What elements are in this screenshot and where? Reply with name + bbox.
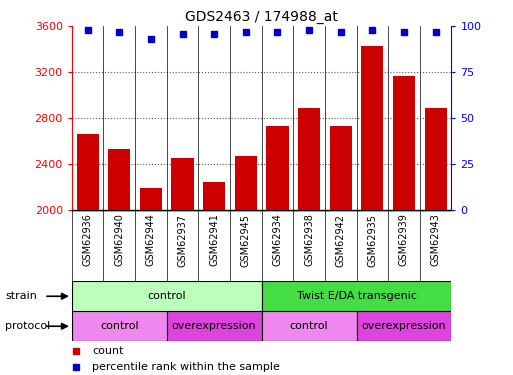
Text: strain: strain [5,291,37,301]
Bar [72,281,262,311]
Bar [167,311,262,341]
Text: percentile rank within the sample: percentile rank within the sample [92,362,280,372]
Bar [235,156,257,210]
Bar [266,126,288,210]
Bar [361,46,383,210]
Text: count: count [92,346,124,356]
Bar [425,108,447,210]
Text: control: control [100,321,139,331]
Bar [108,149,130,210]
Text: control: control [147,291,186,301]
Text: overexpression: overexpression [172,321,256,331]
Bar [298,108,320,210]
Title: GDS2463 / 174988_at: GDS2463 / 174988_at [185,10,338,24]
Text: control: control [290,321,328,331]
Text: GSM62940: GSM62940 [114,214,124,266]
Text: GSM62939: GSM62939 [399,214,409,266]
Bar [393,76,415,210]
Bar [262,281,451,311]
Text: GSM62941: GSM62941 [209,214,219,266]
Text: GSM62938: GSM62938 [304,214,314,266]
Text: GSM62943: GSM62943 [430,214,441,266]
Text: overexpression: overexpression [362,321,446,331]
Bar [140,188,162,210]
Text: GSM62935: GSM62935 [367,214,378,267]
Bar [203,182,225,210]
Bar [72,311,167,341]
Text: Twist E/DA transgenic: Twist E/DA transgenic [297,291,417,301]
Bar [171,158,193,210]
Bar [357,311,451,341]
Text: protocol: protocol [5,321,50,331]
Text: GSM62945: GSM62945 [241,214,251,267]
Bar [262,311,357,341]
Text: GSM62942: GSM62942 [336,214,346,267]
Text: GSM62937: GSM62937 [177,214,188,267]
Bar [76,134,98,210]
Text: GSM62936: GSM62936 [83,214,93,266]
Text: GSM62934: GSM62934 [272,214,283,266]
Text: GSM62944: GSM62944 [146,214,156,266]
Bar [330,126,352,210]
